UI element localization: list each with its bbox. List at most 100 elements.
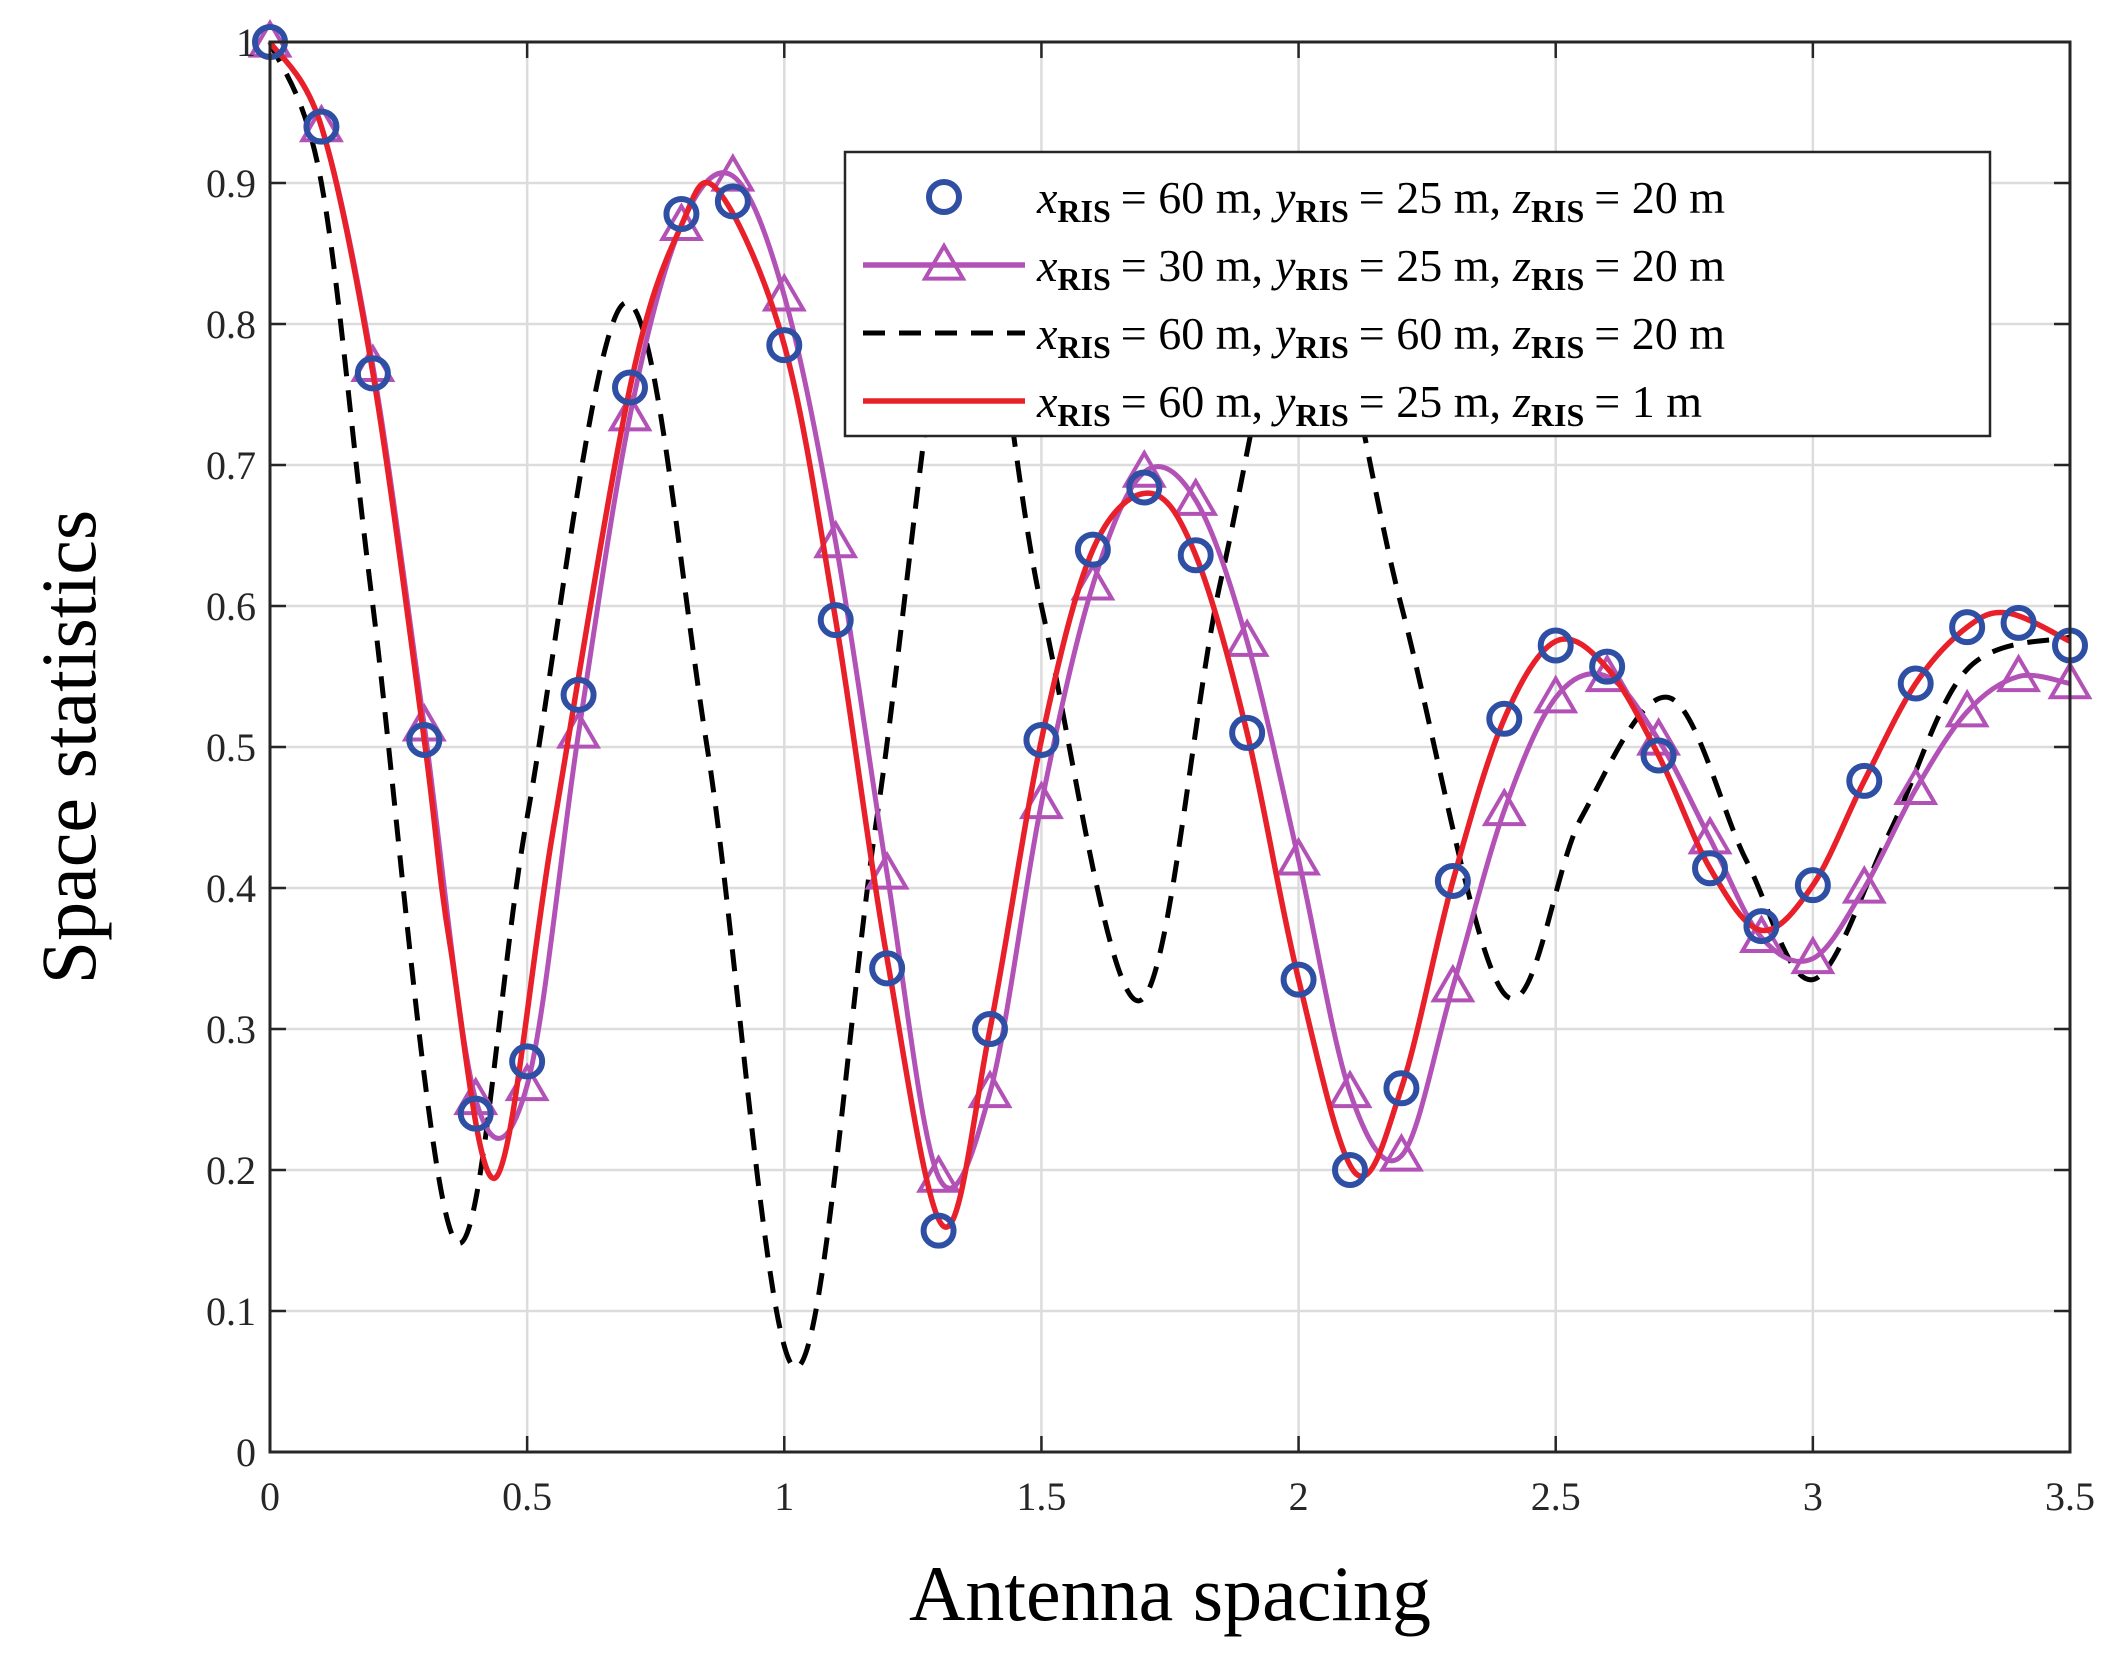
legend-label-part: = 20 m (1594, 172, 1725, 223)
data-point (1949, 609, 1986, 646)
data-point (972, 1011, 1008, 1047)
legend-item: xRIS = 60 m, yRIS = 60 m, zRIS = 20 m (863, 308, 1725, 365)
legend-label-part: RIS (1057, 193, 1110, 229)
data-point (1481, 787, 1527, 827)
legend-marker (921, 242, 967, 281)
data-point (1841, 865, 1887, 904)
y-tick-label: 0.3 (206, 1007, 256, 1052)
data-point (714, 183, 751, 220)
data-point (1790, 935, 1836, 975)
legend-label-part: = 1 m (1594, 376, 1702, 427)
legend-label-part: x (1036, 308, 1058, 359)
y-tick-label: 0.7 (206, 443, 256, 488)
y-tick-label: 0.5 (206, 725, 256, 770)
x-tick-label: 1.5 (1016, 1474, 1066, 1519)
data-point (509, 1043, 546, 1080)
legend-label-part: y (1271, 308, 1296, 359)
data-point (864, 850, 910, 890)
legend-box (843, 150, 1992, 438)
legend-marker (926, 179, 962, 215)
series-line-2 (267, 40, 2071, 1191)
data-point (1944, 688, 1990, 728)
data-point (1383, 1070, 1420, 1107)
data-point (1537, 627, 1574, 664)
series-line-3 (267, 41, 2071, 1370)
data-point (1224, 618, 1270, 657)
x-tick-label: 0 (260, 1474, 280, 1519)
series-line-4 (267, 40, 2072, 1230)
data-point (766, 327, 803, 364)
legend-label-part: = 25 m, (1359, 172, 1501, 223)
legend-label: xRIS = 60 m, yRIS = 25 m, zRIS = 20 m (1036, 172, 1725, 229)
legend-label: xRIS = 30 m, yRIS = 25 m, zRIS = 20 m (1036, 240, 1725, 297)
data-point (1126, 469, 1163, 506)
legend-label-part: RIS (1531, 261, 1584, 297)
data-point (560, 676, 597, 713)
legend-label-part: = 60 m, (1121, 308, 1263, 359)
data-point (612, 369, 648, 406)
data-point (1434, 862, 1471, 899)
data-point (1430, 963, 1476, 1003)
y-tick-label: 0.2 (206, 1148, 256, 1193)
data-point (1229, 714, 1266, 751)
data-point (869, 950, 906, 987)
data-point (1897, 665, 1934, 702)
series-3 (267, 41, 2071, 1370)
legend-label-part: RIS (1057, 261, 1110, 297)
legend-label-part: = 60 m, (1121, 172, 1263, 223)
series-4 (267, 40, 2072, 1230)
legend-label-part: = 60 m, (1121, 376, 1263, 427)
legend-label-part: z (1512, 376, 1531, 427)
legend-label-part: = 25 m, (1359, 240, 1501, 291)
y-axis-title: Space statistics (25, 510, 112, 984)
data-point (1276, 836, 1322, 876)
legend-label-part: z (1512, 308, 1531, 359)
legend-label-part: = 25 m, (1359, 376, 1501, 427)
x-tick-label: 0.5 (502, 1474, 552, 1519)
legend-label-part: x (1036, 240, 1058, 291)
y-tick-label: 0.8 (206, 302, 256, 347)
legend-label-part: y (1271, 172, 1296, 223)
y-tick-label: 1 (236, 20, 256, 65)
data-point (1893, 766, 1939, 805)
legend-label-part: RIS (1057, 397, 1110, 433)
legend-label-part: z (1512, 172, 1531, 223)
legend-item: xRIS = 30 m, yRIS = 25 m, zRIS = 20 m (863, 240, 1725, 297)
data-point (710, 152, 756, 192)
legend-item: xRIS = 60 m, yRIS = 25 m, zRIS = 1 m (863, 376, 1702, 433)
legend-label-part: RIS (1295, 397, 1348, 433)
legend-label-part: y (1271, 376, 1296, 427)
legend-label-part: RIS (1531, 329, 1584, 365)
x-tick-label: 1 (774, 1474, 794, 1519)
x-tick-label: 2 (1289, 1474, 1309, 1519)
legend-label-part: = 30 m, (1121, 240, 1263, 291)
legend-label: xRIS = 60 m, yRIS = 25 m, zRIS = 1 m (1036, 376, 1702, 433)
x-tick-label: 3.5 (2045, 1474, 2095, 1519)
legend-label-part: z (1512, 240, 1531, 291)
y-tick-label: 0.9 (206, 161, 256, 206)
data-point (1177, 537, 1214, 574)
data-point (813, 519, 859, 559)
data-point (1794, 867, 1831, 904)
data-point (303, 108, 340, 145)
data-point (1023, 721, 1060, 758)
data-point (1121, 449, 1167, 488)
data-point (1327, 1069, 1373, 1109)
data-point (817, 602, 854, 639)
data-point (1640, 737, 1677, 774)
legend-label-part: RIS (1531, 397, 1584, 433)
legend-label-part: x (1036, 376, 1058, 427)
y-tick-label: 0.4 (206, 866, 256, 911)
x-tick-label: 3 (1803, 1474, 1823, 1519)
data-point (1486, 700, 1523, 737)
legend-label-part: = 20 m (1594, 308, 1725, 359)
data-point (1692, 850, 1728, 887)
axis-ticks: 0 0.5 1 1.5 2 2.5 3 3.5 0 0.1 0.2 0.3 0.4 0.5 0.6 0.7 0.… (206, 20, 2095, 1519)
data-point (916, 1154, 962, 1193)
y-tick-label: 0.6 (206, 584, 256, 629)
data-point (1589, 648, 1626, 685)
data-point (1074, 531, 1111, 568)
data-point (2000, 604, 2037, 641)
x-axis-title: Antenna spacing (909, 1550, 1431, 1637)
